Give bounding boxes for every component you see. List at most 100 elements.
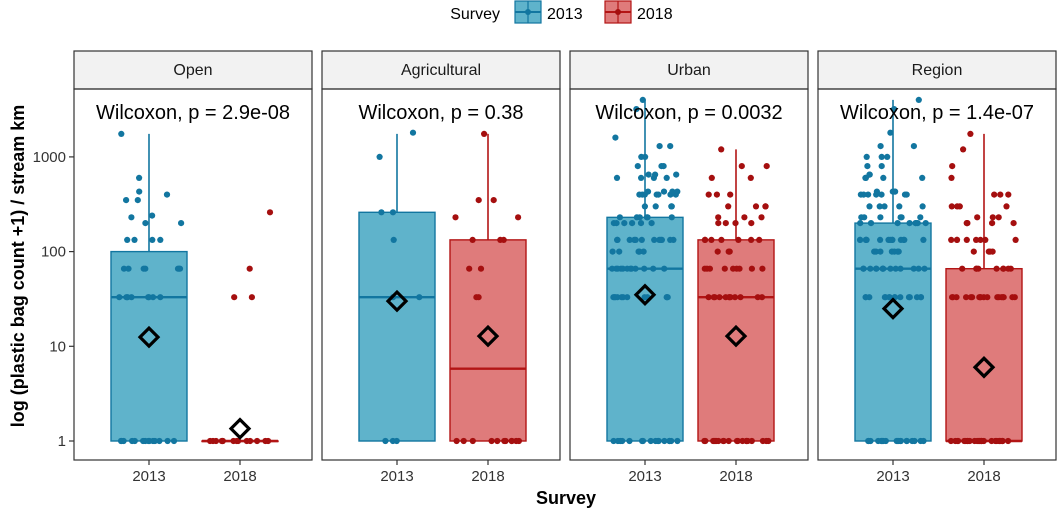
- data-point: [895, 248, 902, 255]
- facet-label: Open: [173, 62, 212, 79]
- data-point: [716, 294, 723, 301]
- data-point: [891, 188, 899, 195]
- y-axis-title: log (plastic bag count +1) / stream km: [8, 105, 28, 428]
- data-point: [892, 265, 899, 272]
- data-point: [120, 265, 128, 272]
- data-point: [643, 214, 651, 221]
- x-tick-label: 2018: [471, 468, 504, 485]
- data-point: [752, 203, 760, 210]
- data-point: [136, 174, 143, 181]
- data-point: [663, 174, 670, 181]
- data-point: [997, 437, 1005, 445]
- data-point: [963, 220, 970, 227]
- x-tick-label: 2013: [380, 468, 413, 485]
- data-point: [149, 236, 156, 243]
- data-point: [668, 203, 675, 210]
- data-point: [758, 294, 766, 301]
- box-2018: [449, 130, 527, 445]
- panel-urban: Urban 2013 2018 Wilcoxon, p = 0.0032: [569, 50, 809, 485]
- data-point: [616, 248, 623, 255]
- box-body: [697, 239, 775, 442]
- legend: Survey 2013 2018: [450, 0, 673, 24]
- data-point: [877, 143, 884, 150]
- facet-label: Urban: [667, 62, 711, 79]
- data-point: [140, 265, 147, 272]
- data-point: [903, 437, 910, 445]
- data-point: [501, 437, 508, 445]
- facet-strip: [321, 50, 561, 90]
- data-point: [612, 294, 619, 301]
- data-point: [142, 220, 149, 227]
- data-point: [967, 130, 974, 137]
- data-point: [656, 236, 663, 243]
- data-point: [884, 153, 891, 160]
- data-point: [917, 214, 924, 221]
- data-point: [878, 153, 885, 160]
- x-axis-title: Survey: [536, 488, 596, 508]
- data-point: [867, 265, 874, 272]
- wilcoxon-annotation: Wilcoxon, p = 1.4e-07: [840, 102, 1034, 124]
- data-point: [960, 146, 967, 153]
- data-point: [218, 437, 225, 445]
- data-point: [748, 236, 755, 243]
- data-point: [652, 203, 659, 210]
- data-point: [894, 437, 901, 445]
- data-point: [702, 437, 709, 445]
- data-point: [652, 171, 659, 178]
- facet-label: Region: [912, 62, 963, 79]
- mean-marker: [137, 325, 161, 349]
- data-point: [500, 236, 507, 243]
- data-point: [469, 236, 476, 243]
- data-point: [164, 437, 171, 445]
- data-point: [619, 437, 626, 445]
- data-point: [648, 220, 655, 227]
- data-point: [118, 130, 125, 137]
- data-point: [967, 294, 975, 301]
- data-point: [863, 153, 870, 160]
- data-point: [732, 220, 739, 227]
- data-point: [966, 437, 973, 445]
- data-point: [920, 437, 927, 445]
- data-point: [730, 265, 737, 272]
- data-point: [125, 265, 132, 272]
- data-point: [748, 437, 755, 445]
- data-point: [865, 437, 872, 445]
- data-point: [974, 437, 981, 445]
- data-point: [989, 220, 996, 227]
- data-point: [881, 203, 888, 210]
- legend-key-2018: [604, 0, 632, 24]
- data-point: [885, 236, 892, 243]
- data-point: [656, 143, 663, 150]
- data-point: [668, 214, 675, 221]
- data-point: [738, 163, 745, 170]
- data-point: [136, 188, 143, 195]
- data-point: [655, 191, 662, 198]
- data-point: [254, 437, 261, 445]
- data-point: [626, 437, 633, 445]
- data-point: [409, 129, 417, 136]
- data-point: [956, 203, 963, 210]
- data-point: [639, 437, 647, 445]
- data-point: [247, 437, 254, 445]
- x-tick-label: 2013: [132, 468, 165, 485]
- y-tick-label: 10: [49, 338, 66, 355]
- data-point: [639, 96, 646, 103]
- data-point: [886, 294, 893, 301]
- data-point: [145, 294, 152, 301]
- box-2013: [110, 130, 188, 445]
- data-point: [466, 265, 473, 272]
- data-point: [1009, 294, 1016, 301]
- data-point: [666, 437, 673, 445]
- data-point: [973, 236, 980, 243]
- data-point: [762, 203, 769, 210]
- box-body: [449, 239, 527, 442]
- panel-border: [321, 88, 561, 461]
- data-point: [701, 236, 709, 243]
- box-body: [358, 211, 436, 442]
- data-point: [705, 191, 712, 198]
- data-point: [626, 236, 633, 243]
- box-2018: [697, 146, 775, 445]
- data-point: [614, 265, 621, 272]
- data-point: [898, 214, 905, 221]
- data-point: [1012, 236, 1019, 243]
